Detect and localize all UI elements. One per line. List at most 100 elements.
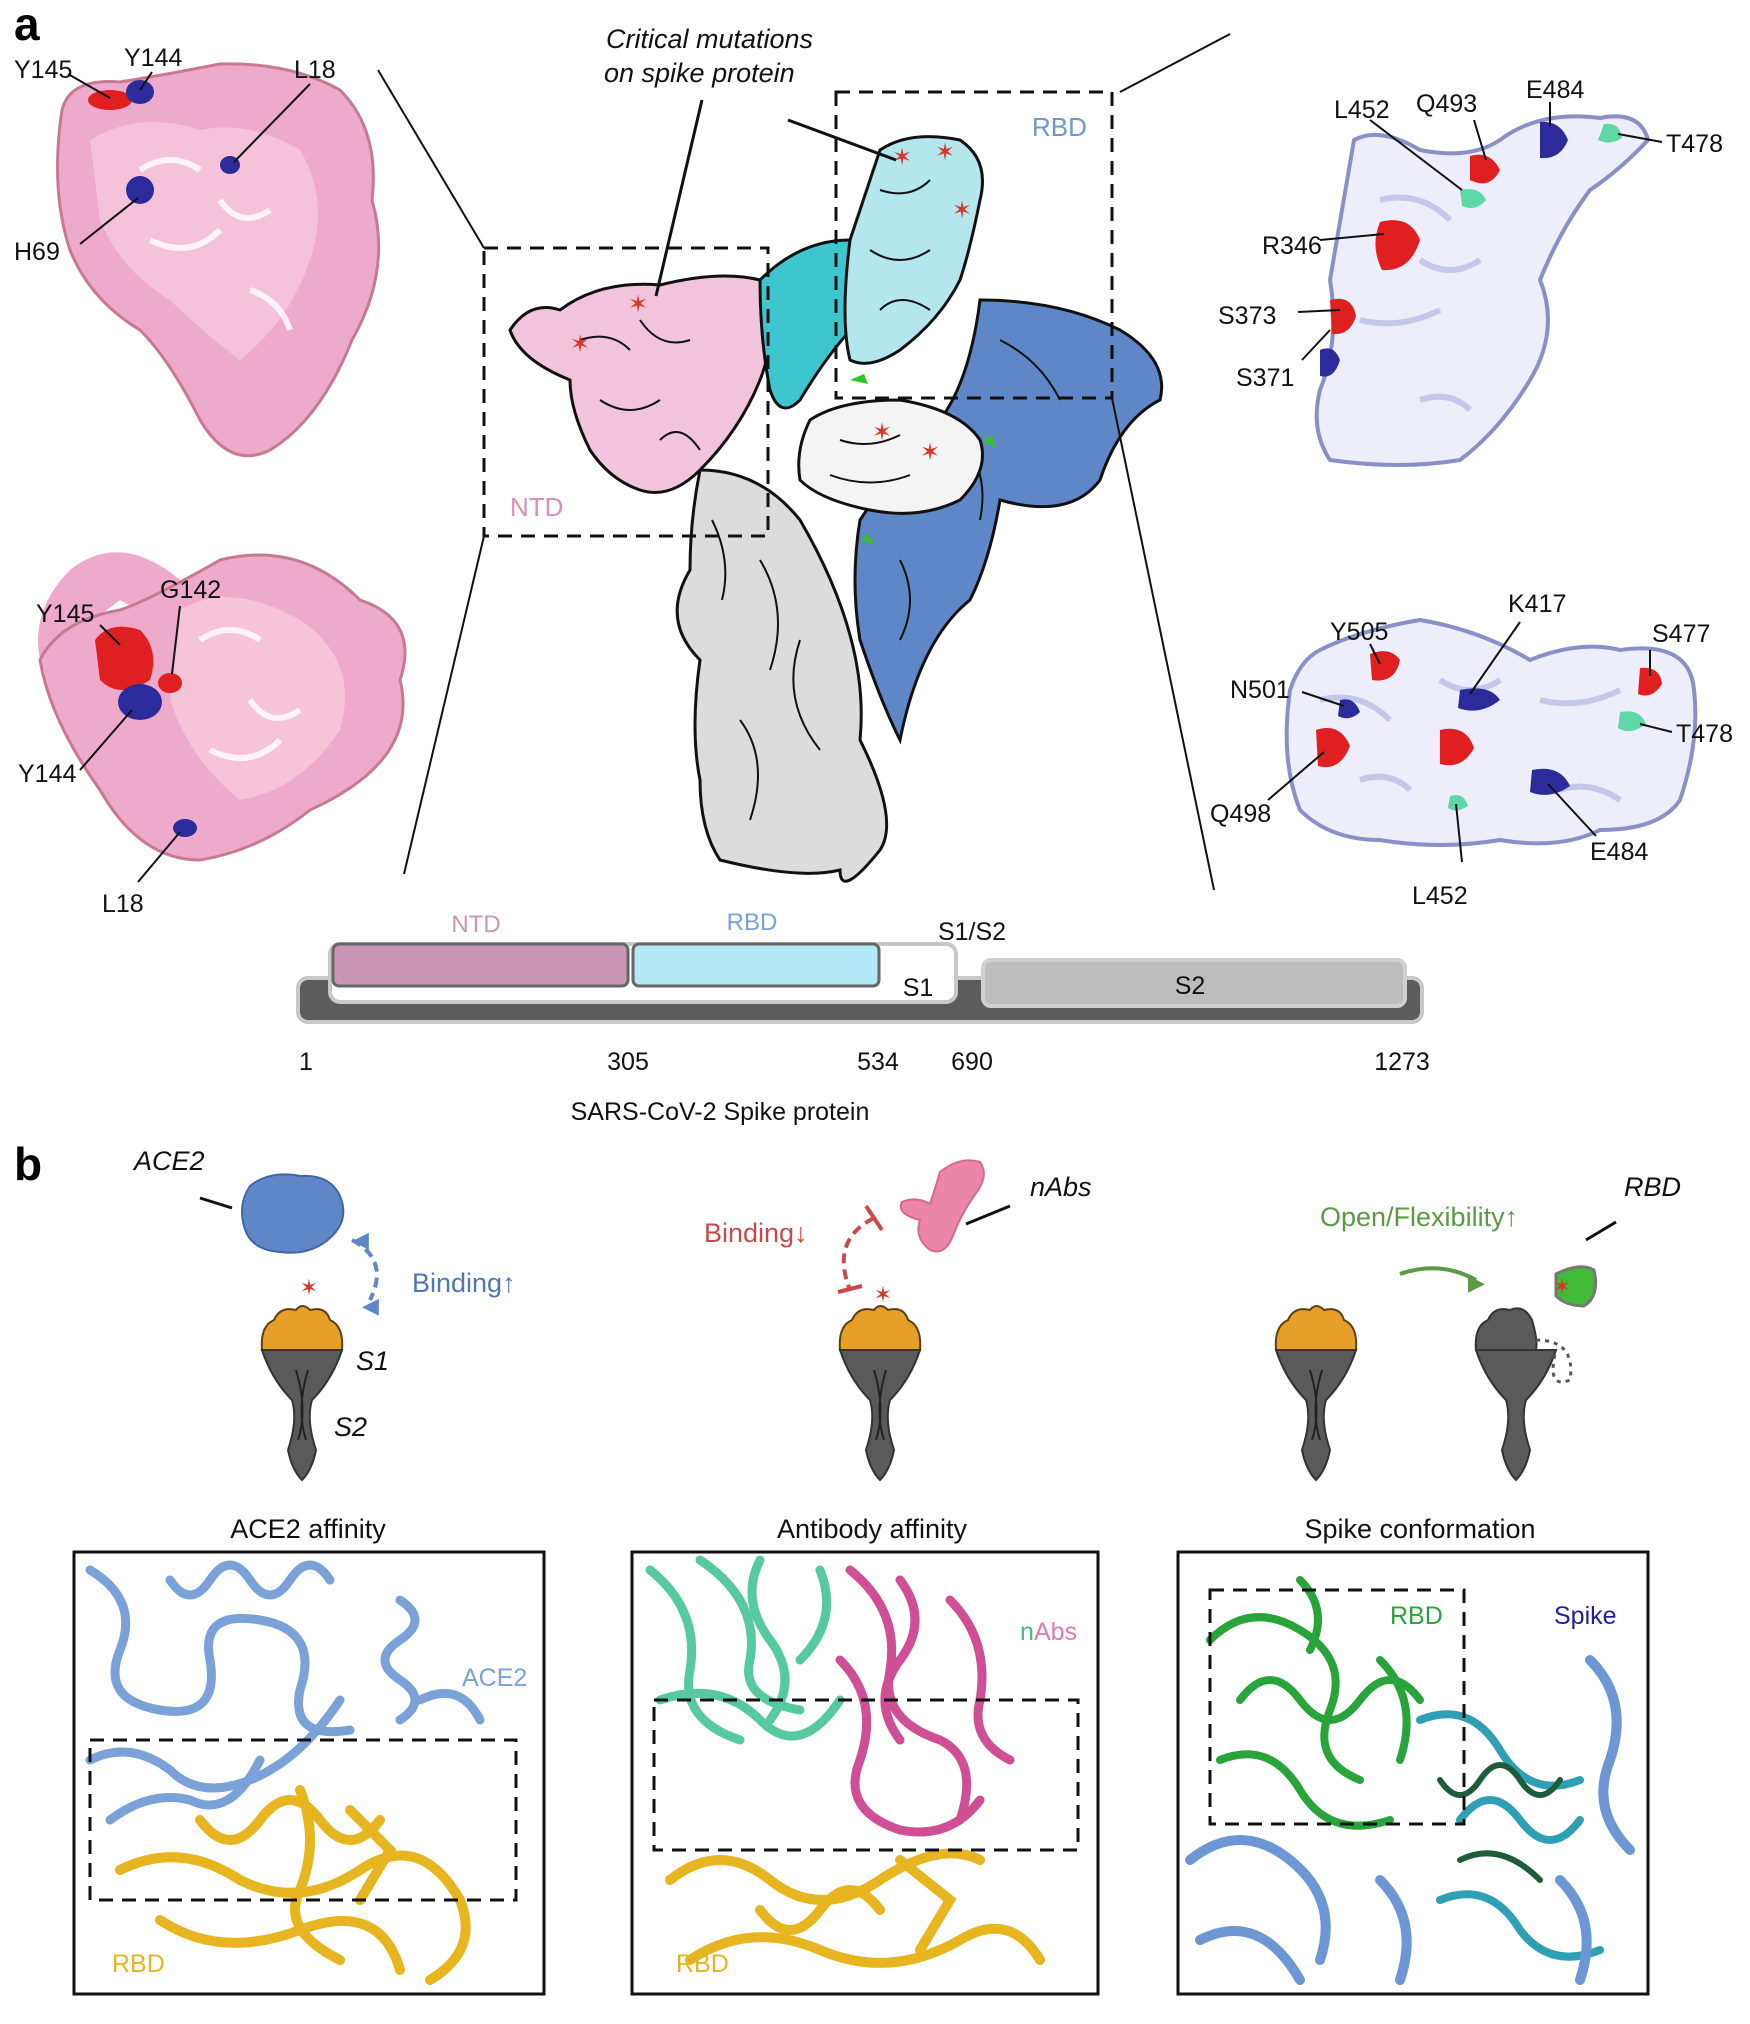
label-l452-top: L452 bbox=[1334, 96, 1390, 124]
ace2-structure-label: ACE2 bbox=[462, 1664, 527, 1692]
bar-label-s1: S1 bbox=[903, 974, 934, 1002]
panel-a-letter: a bbox=[14, 0, 40, 50]
label-y145-bottom: Y145 bbox=[36, 600, 94, 628]
label-t478-top: T478 bbox=[1666, 130, 1723, 158]
nabs-label: nAbs bbox=[1030, 1172, 1092, 1202]
label-t478-bottom: T478 bbox=[1676, 720, 1733, 748]
mutation-star: ✶ bbox=[628, 290, 648, 318]
rbd-surface-bottom: Y505 K417 S477 N501 T478 Q498 E484 L452 bbox=[1210, 590, 1733, 910]
label-y144-bottom: Y144 bbox=[18, 760, 76, 788]
label-r346-top: R346 bbox=[1262, 232, 1322, 260]
mutation-star: ✶ bbox=[1553, 1275, 1571, 1300]
schematic-ace2-binding: ACE2 ◀ ◀ Binding↑ ✶ S1 S2 bbox=[132, 1146, 516, 1481]
callout-pointer-rbd bbox=[787, 118, 897, 162]
mutation-spot-y144-top bbox=[126, 80, 154, 104]
binding-down-arrow bbox=[841, 1216, 875, 1291]
schematic-antibody-escape: nAbs Binding↓ ✶ bbox=[704, 1159, 1092, 1481]
s1-label: S1 bbox=[356, 1346, 389, 1376]
ace2-blob bbox=[241, 1173, 345, 1254]
spike-trimer: ✶ ✶ ✶ ✶ ✶ ✶ ✶ bbox=[508, 135, 1164, 883]
position-305: 305 bbox=[607, 1048, 649, 1076]
spike-darkgreen-ribbons bbox=[1437, 1762, 1563, 1883]
structure-ace2-rbd: ACE2 RBD bbox=[72, 1550, 546, 1996]
open-flexibility-label: Open/Flexibility↑ bbox=[1320, 1202, 1518, 1232]
mutation-star: ✶ bbox=[570, 330, 590, 358]
s2-region bbox=[981, 958, 1407, 1008]
callout-pointer-ntd bbox=[654, 99, 704, 297]
nabs-structure-label-abs: Abs bbox=[1034, 1618, 1077, 1646]
ntd-box-label: NTD bbox=[510, 492, 563, 522]
mutation-star: ✶ bbox=[952, 196, 972, 224]
zoom-line bbox=[403, 535, 485, 875]
callout-line2: on spike protein bbox=[604, 58, 795, 88]
mutation-spot-y145-top bbox=[88, 90, 132, 110]
position-1273: 1273 bbox=[1374, 1048, 1430, 1076]
nabs-structure-label-n: n bbox=[1020, 1618, 1034, 1646]
label-k417-bottom: K417 bbox=[1508, 590, 1566, 618]
interface-box bbox=[652, 1698, 1080, 1852]
rbd-region-box bbox=[1208, 1588, 1466, 1826]
mutation-spot-g142-bottom bbox=[158, 673, 182, 693]
nabs-green-ribbons bbox=[645, 1555, 845, 1745]
mutation-star: ✶ bbox=[920, 438, 940, 466]
domain-bar-caption: SARS-CoV-2 Spike protein bbox=[571, 1098, 870, 1126]
bar-label-s1s2: S1/S2 bbox=[938, 918, 1006, 946]
label-n501-bottom: N501 bbox=[1230, 676, 1290, 704]
label-s371-top: S371 bbox=[1236, 364, 1294, 392]
mutation-star: ✶ bbox=[892, 143, 912, 171]
spike-blue-ribbons bbox=[1185, 1655, 1635, 1985]
position-534: 534 bbox=[857, 1048, 899, 1076]
rbd-structure-label-3: RBD bbox=[1390, 1602, 1443, 1630]
transition-arrow bbox=[1399, 1266, 1477, 1282]
nabs-magenta-ribbons bbox=[835, 1565, 1015, 1837]
zoom-line bbox=[1111, 397, 1215, 891]
s2-label: S2 bbox=[334, 1412, 367, 1442]
arrow-head-up: ◀ bbox=[352, 1228, 369, 1253]
label-l452-bottom: L452 bbox=[1412, 882, 1468, 910]
arrow-head-down: ◀ bbox=[362, 1294, 379, 1319]
label-y145-top: Y145 bbox=[14, 56, 72, 84]
position-1: 1 bbox=[299, 1048, 313, 1076]
nabs-blob bbox=[899, 1159, 985, 1253]
mutation-star: ✶ bbox=[300, 1276, 318, 1301]
structure-nabs-rbd: n Abs RBD bbox=[630, 1550, 1100, 1996]
rbd-box-label: RBD bbox=[1032, 112, 1087, 142]
rbd-green-ribbons bbox=[1206, 1576, 1424, 1830]
label-s477-bottom: S477 bbox=[1652, 620, 1710, 648]
bar-label-ntd: NTD bbox=[451, 911, 500, 938]
label-e484-bottom: E484 bbox=[1590, 838, 1648, 866]
bar-label-rbd: RBD bbox=[727, 909, 778, 936]
ntd-region bbox=[331, 942, 630, 988]
mutation-star: ✶ bbox=[874, 1283, 892, 1308]
rbd-up-blob bbox=[1554, 1265, 1598, 1308]
bar-label-s2: S2 bbox=[1175, 972, 1206, 1000]
panel-b-letter: b bbox=[14, 1138, 42, 1190]
structure-spike-conformation: RBD Spike bbox=[1176, 1550, 1650, 1996]
ntd-surface-bottom: Y145 G142 Y144 L18 bbox=[18, 552, 407, 918]
spike-structure-label: Spike bbox=[1554, 1602, 1617, 1630]
label-q498-bottom: Q498 bbox=[1210, 800, 1271, 828]
title-ace2-affinity: ACE2 affinity bbox=[230, 1514, 386, 1544]
mutation-spot-y144-bottom bbox=[118, 684, 162, 720]
rbd-schematic-label: RBD bbox=[1624, 1172, 1681, 1202]
position-690: 690 bbox=[951, 1048, 993, 1076]
zoom-line bbox=[377, 69, 485, 249]
rbd-ribbons-2 bbox=[665, 1848, 1045, 1968]
label-g142-bottom: G142 bbox=[160, 576, 221, 604]
callout-line1: Critical mutations bbox=[606, 24, 813, 54]
domain-bar: NTD RBD S1/S2 S1 S2 1 305 534 690 1273 S… bbox=[296, 909, 1430, 1126]
mutation-spot-h69-top bbox=[126, 176, 154, 204]
zoom-line bbox=[1119, 33, 1231, 93]
label-l18-bottom: L18 bbox=[102, 890, 144, 918]
rbd-highlight-box bbox=[834, 90, 1114, 400]
label-e484-top: E484 bbox=[1526, 76, 1584, 104]
ntd-highlight-box bbox=[482, 246, 770, 538]
label-y144-top: Y144 bbox=[124, 44, 182, 72]
binding-arrow bbox=[351, 1238, 379, 1301]
binding-up-label: Binding↑ bbox=[412, 1268, 516, 1298]
title-antibody-affinity: Antibody affinity bbox=[777, 1514, 968, 1544]
rbd-structure-label-2: RBD bbox=[676, 1950, 729, 1978]
open-spike bbox=[1474, 1307, 1573, 1482]
label-y505-bottom: Y505 bbox=[1330, 618, 1388, 646]
